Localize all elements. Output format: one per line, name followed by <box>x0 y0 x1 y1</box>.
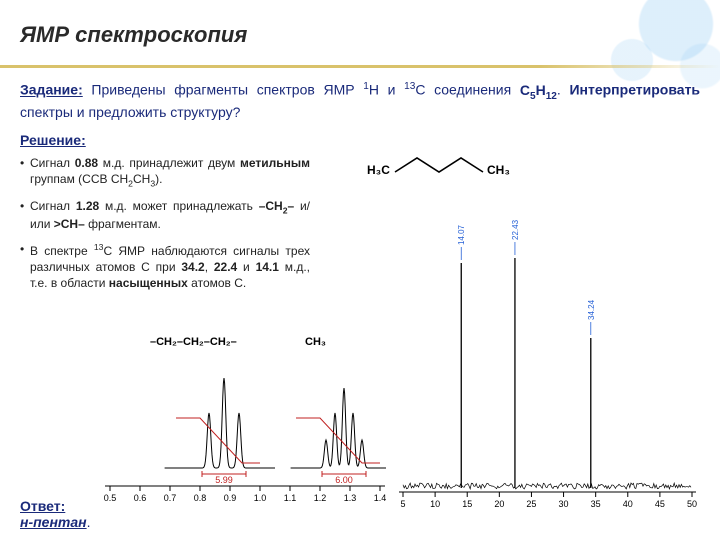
svg-text:45: 45 <box>655 499 665 509</box>
answer: Ответ: н-пентан. <box>20 498 91 530</box>
fhn: 12 <box>546 90 557 101</box>
svg-text:40: 40 <box>623 499 633 509</box>
svg-text:1.1: 1.1 <box>284 493 297 503</box>
answer-label: Ответ: <box>20 498 65 514</box>
bullet-list: Сигнал 0.88 м.д. принадлежит двум метиль… <box>20 156 310 291</box>
svg-text:20: 20 <box>494 499 504 509</box>
svg-text:1.3: 1.3 <box>344 493 357 503</box>
svg-text:1.2: 1.2 <box>314 493 327 503</box>
n2: C <box>415 82 425 98</box>
task-t1: Приведены фрагменты спектров ЯМР <box>91 82 363 98</box>
task-label: Задание: <box>20 82 83 98</box>
task-text: Задание: Приведены фрагменты спектров ЯМ… <box>20 80 700 122</box>
slide-title: ЯМР спектроскопия <box>20 22 720 48</box>
slide-header: ЯМР спектроскопия <box>0 0 720 78</box>
svg-text:0.6: 0.6 <box>134 493 147 503</box>
svg-text:30: 30 <box>559 499 569 509</box>
answer-value: н-пентан <box>20 514 87 530</box>
bullet-1: Сигнал 0.88 м.д. принадлежит двум метиль… <box>20 156 310 189</box>
svg-text:25: 25 <box>526 499 536 509</box>
pentane-structure: H₃C CH₃ <box>365 148 535 192</box>
fc: C <box>520 82 530 98</box>
te: спектры и предложить структуру? <box>20 104 240 120</box>
svg-text:50: 50 <box>687 499 697 509</box>
h-nmr-spectrum: 1.4 1.3 1.2 1.1 1.0 0.9 0.8 0.7 0.6 0.5 6.00 5.99 <box>100 320 390 510</box>
solution-label: Решение: <box>20 132 700 148</box>
header-underline <box>0 65 720 68</box>
svg-text:0.8: 0.8 <box>194 493 207 503</box>
svg-text:34.24: 34.24 <box>587 299 596 320</box>
svg-text:5.99: 5.99 <box>215 475 233 485</box>
c-nmr-spectrum: 50 45 40 35 30 25 20 15 10 5 34.24 22.43 14.07 <box>395 192 700 510</box>
fh: H <box>536 82 546 98</box>
svg-text:0.7: 0.7 <box>164 493 177 503</box>
svg-text:1.0: 1.0 <box>254 493 267 503</box>
n1: H <box>369 82 379 98</box>
and: и <box>379 82 404 98</box>
mid: соединения <box>425 82 519 98</box>
bullet-3: В спектре 13C ЯМР наблюдаются сигналы тр… <box>20 242 310 291</box>
action: Интерпретировать <box>569 82 700 98</box>
svg-text:0.5: 0.5 <box>104 493 117 503</box>
svg-text:35: 35 <box>591 499 601 509</box>
svg-text:6.00: 6.00 <box>335 475 353 485</box>
structure-left-label: H₃C <box>367 163 390 177</box>
svg-text:1.4: 1.4 <box>374 493 387 503</box>
sup2: 13 <box>404 81 415 92</box>
svg-text:15: 15 <box>462 499 472 509</box>
answer-tail: . <box>87 514 91 530</box>
ta: . <box>557 82 570 98</box>
bullet-2: Сигнал 1.28 м.д. может принадлежать –CH2… <box>20 199 310 232</box>
svg-text:0.9: 0.9 <box>224 493 237 503</box>
structure-right-label: CH₃ <box>487 163 510 177</box>
svg-text:10: 10 <box>430 499 440 509</box>
svg-text:22.43: 22.43 <box>511 219 520 240</box>
svg-text:5: 5 <box>400 499 405 509</box>
svg-text:14.07: 14.07 <box>457 224 466 245</box>
